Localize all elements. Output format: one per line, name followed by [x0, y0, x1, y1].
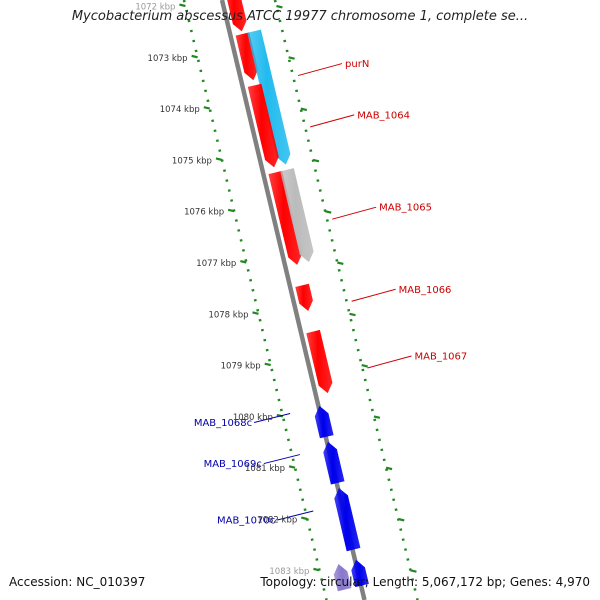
ruler-tick-label: 1076 kbp — [184, 208, 224, 218]
gene-label[interactable]: MAB_1068c — [194, 413, 291, 430]
accession-label: Accession: NC_010397 — [9, 575, 146, 589]
ruler-major-tick — [349, 312, 356, 317]
ruler-major-tick — [337, 261, 344, 265]
ruler-tick-label: 1073 kbp — [148, 54, 188, 64]
gene-label-text[interactable]: MAB_1067 — [414, 351, 467, 362]
ruler-major-tick — [373, 415, 381, 419]
cds-forward-arrow[interactable] — [280, 168, 314, 263]
gene-forward-arrow[interactable] — [235, 32, 258, 81]
ruler-major-tick — [324, 210, 332, 214]
ruler-major-tick — [252, 311, 259, 315]
gene-label-leader-line — [277, 510, 314, 521]
map-title: Mycobacterium abscessus ATCC 19977 chrom… — [71, 9, 529, 24]
ruler-tick-label: 1077 kbp — [196, 259, 236, 269]
feature-track[interactable] — [223, 0, 369, 592]
ruler-major-tick — [240, 260, 247, 264]
ruler-major-tick — [288, 56, 295, 60]
cds-reverse-arrow[interactable] — [333, 564, 352, 592]
gene-forward-arrow[interactable] — [306, 329, 333, 394]
gene-reverse-arrow[interactable] — [334, 488, 361, 552]
gene-label[interactable]: MAB_1070c — [217, 510, 314, 527]
gene-label-leader-line — [332, 206, 377, 220]
gene-label-leader-line — [310, 114, 355, 128]
ruler-major-tick — [312, 158, 320, 163]
ruler-tick-label: 1080 kbp — [233, 413, 273, 423]
ruler-dotted-line — [273, 0, 419, 600]
gene-forward-arrow[interactable] — [223, 0, 247, 32]
ruler-major-tick — [203, 106, 211, 110]
ruler-major-tick — [300, 107, 308, 112]
ruler-tick-label: 1078 kbp — [208, 310, 248, 320]
gene-label-text[interactable]: MAB_1065 — [379, 203, 432, 214]
gene-reverse-arrow[interactable] — [314, 405, 334, 439]
gene-label-leader-line — [253, 413, 291, 424]
cds-forward-arrow[interactable] — [247, 29, 291, 165]
ruler-tick-label: 1079 kbp — [221, 362, 261, 372]
gene-label[interactable]: MAB_1067 — [367, 351, 467, 369]
gene-label[interactable]: MAB_1065 — [332, 203, 432, 220]
ruler-tick-label: 1072 kbp — [135, 3, 175, 13]
ruler-major-tick — [313, 567, 320, 572]
ruler-left — [179, 0, 328, 600]
gene-label-leader-line — [367, 355, 412, 369]
gene-label-leader-line — [297, 63, 343, 77]
ruler-major-tick — [301, 516, 308, 521]
ruler-tick-label: 1081 kbp — [245, 464, 285, 474]
ruler-major-tick — [264, 362, 271, 367]
ruler-major-tick — [398, 517, 405, 522]
gene-forward-arrow[interactable] — [247, 83, 279, 168]
ruler-major-tick — [215, 157, 223, 161]
gene-label-layer[interactable]: purN MAB_1064 MAB_1065 MAB_1066 MAB_1067 MAB_… — [194, 59, 467, 526]
ruler-right — [273, 0, 419, 600]
gene-reverse-arrow[interactable] — [323, 441, 345, 485]
ruler-tick-label: 1082 kbp — [257, 516, 297, 526]
gene-reverse-arrow[interactable] — [351, 559, 369, 588]
ruler-major-tick — [288, 465, 296, 469]
gene-label-text[interactable]: MAB_1066 — [399, 285, 452, 296]
gene-label[interactable]: MAB_1069c — [204, 454, 300, 471]
ruler-major-tick — [361, 364, 368, 368]
gene-label-text[interactable]: purN — [345, 59, 369, 70]
gene-forward-arrow[interactable] — [295, 283, 313, 311]
ruler-major-tick — [276, 4, 283, 9]
ruler-tick-label: 1074 kbp — [160, 105, 200, 115]
gene-forward-arrow[interactable] — [268, 170, 302, 265]
gene-label[interactable]: MAB_1066 — [351, 285, 452, 302]
gene-label-text[interactable]: MAB_1064 — [357, 110, 410, 121]
gene-label-text[interactable]: MAB_1070c — [217, 516, 275, 527]
gene-label-leader-line — [351, 288, 396, 302]
ruler-tick-labels: 1072 kbp 1073 kbp 1074 kbp 1075 kbp 1076 kbp… — [135, 3, 309, 577]
gene-label-leader-line — [263, 454, 300, 465]
gene-label-text[interactable]: MAB_1069c — [204, 459, 262, 470]
genome-summary: Topology: circular; Length: 5,067,172 bp… — [260, 575, 590, 589]
ruler-major-tick — [410, 569, 417, 573]
ruler-major-tick — [191, 54, 198, 59]
gene-label[interactable]: MAB_1064 — [310, 110, 410, 128]
ruler-dotted-line — [182, 0, 328, 600]
ruler-major-tick — [227, 208, 235, 213]
gene-label[interactable]: purN — [297, 59, 369, 77]
ruler-tick-label: 1075 kbp — [172, 156, 212, 166]
ruler-tick-label: 1083 kbp — [269, 567, 309, 577]
gene-label-text[interactable]: MAB_1068c — [194, 418, 252, 429]
ruler-major-tick — [385, 466, 393, 471]
ruler-major-tick — [179, 3, 186, 8]
